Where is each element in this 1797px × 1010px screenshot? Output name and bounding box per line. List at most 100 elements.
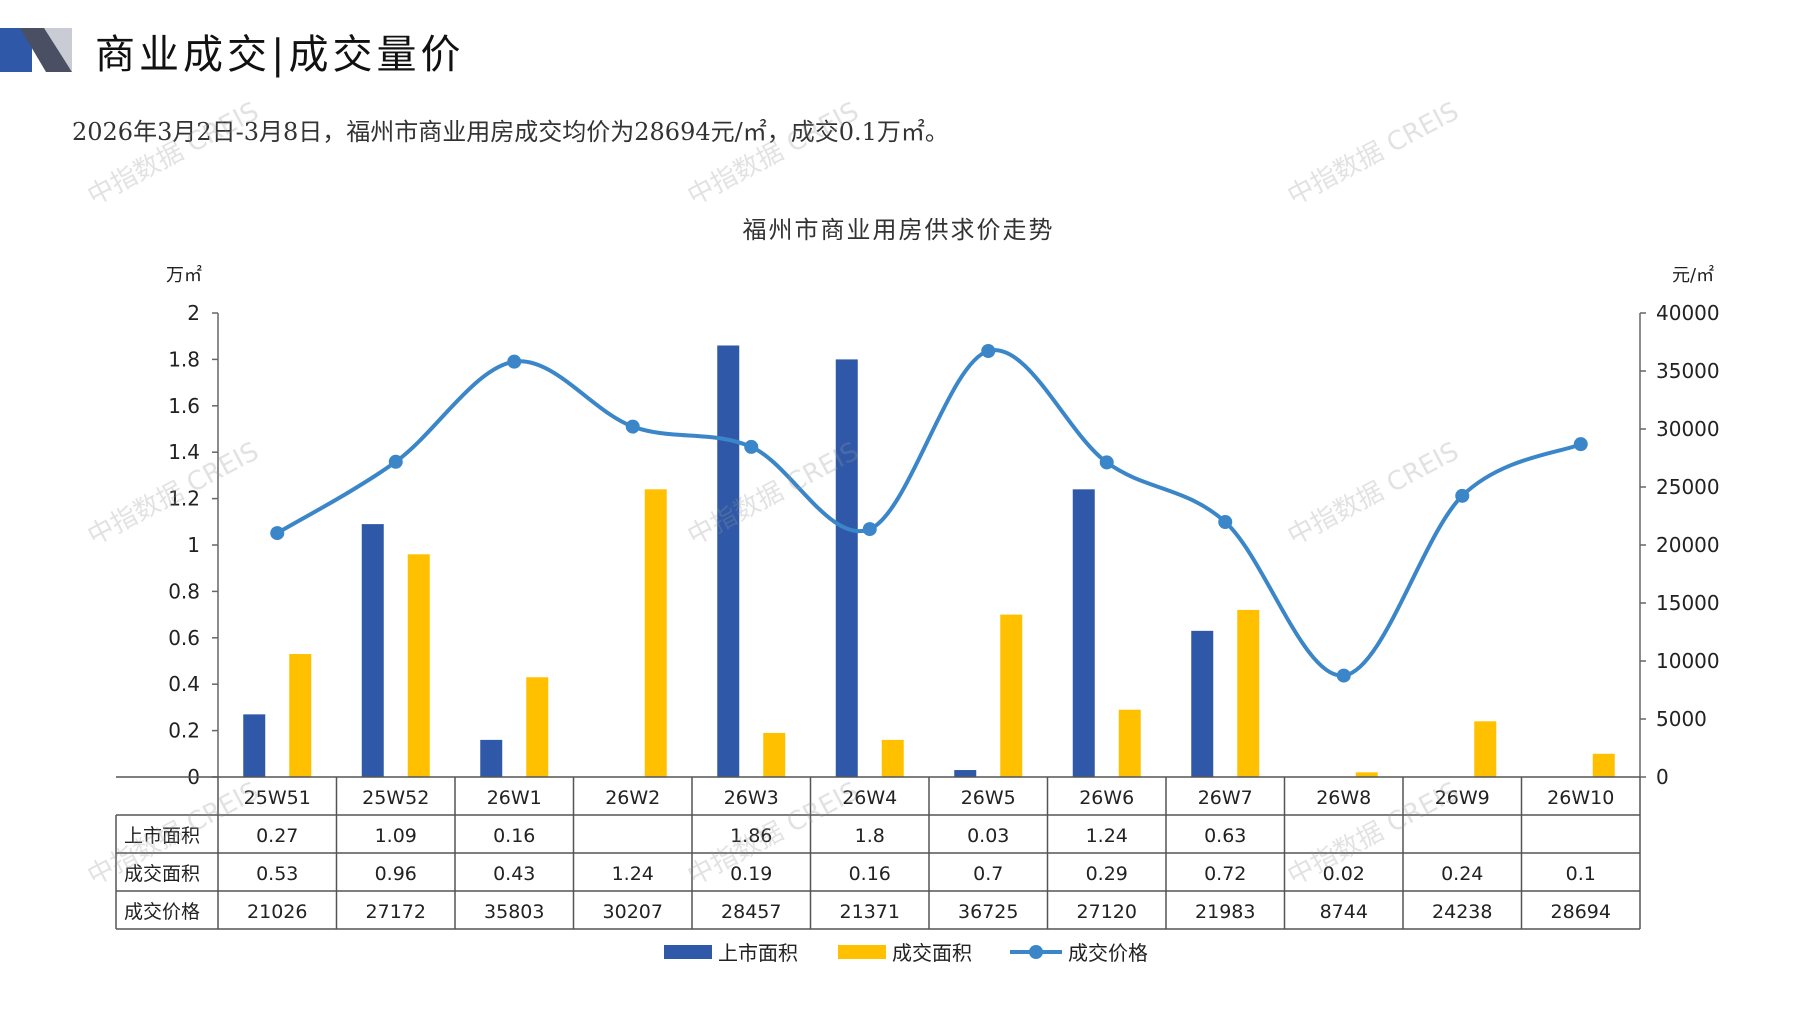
x-category-label: 26W9 xyxy=(1435,787,1490,809)
table-cell-value: 0.72 xyxy=(1204,863,1246,885)
table-cell-value: 27120 xyxy=(1077,901,1137,923)
line-point-deal-price xyxy=(981,343,996,358)
table-cell-value: 0.02 xyxy=(1323,863,1365,885)
y-right-tick-label: 35000 xyxy=(1656,359,1720,383)
y-right-tick-label: 15000 xyxy=(1656,591,1720,615)
x-category-label: 25W51 xyxy=(244,787,311,809)
y-right-tick-label: 20000 xyxy=(1656,533,1720,557)
table-cell-value: 24238 xyxy=(1432,901,1492,923)
y-right-tick-label: 25000 xyxy=(1656,475,1720,499)
y-left-tick-label: 1.2 xyxy=(168,487,200,511)
table-cell-value: 0.53 xyxy=(256,863,298,885)
line-point-deal-price xyxy=(1336,668,1351,683)
page-header: 商业成交|成交量价 xyxy=(0,20,700,80)
table-cell-value: 1.8 xyxy=(855,825,885,847)
x-category-label: 26W8 xyxy=(1316,787,1371,809)
x-category-label: 26W5 xyxy=(961,787,1016,809)
table-row-header: 成交面积 xyxy=(124,863,200,885)
table-cell-value: 0.24 xyxy=(1441,863,1483,885)
bar-listed-area xyxy=(954,770,977,777)
table-cell-value: 0.43 xyxy=(493,863,535,885)
y-right-tick-label: 30000 xyxy=(1656,417,1720,441)
table-cell-value: 0.16 xyxy=(493,825,535,847)
line-point-deal-price xyxy=(388,454,403,469)
bar-deal-area xyxy=(644,489,667,777)
table-cell-value: 27172 xyxy=(366,901,426,923)
bar-deal-area xyxy=(1000,614,1023,777)
y-left-tick-label: 2 xyxy=(187,301,200,325)
y-right-tick-label: 10000 xyxy=(1656,649,1720,673)
line-deal-price xyxy=(276,348,1582,678)
table-cell-value: 0.1 xyxy=(1566,863,1596,885)
x-category-label: 26W4 xyxy=(842,787,897,809)
y-left-tick-label: 1.6 xyxy=(168,394,200,418)
bar-listed-area xyxy=(717,345,740,777)
line-point-deal-price xyxy=(507,354,522,369)
table-cell-value: 28457 xyxy=(721,901,781,923)
bar-deal-area xyxy=(1118,709,1141,777)
y-left-tick-label: 0.2 xyxy=(168,719,200,743)
chart-title: 福州市商业用房供求价走势 xyxy=(742,216,1055,244)
page-title: 商业成交|成交量价 xyxy=(95,32,465,78)
table-cell-value: 30207 xyxy=(603,901,663,923)
bar-deal-area xyxy=(1474,721,1497,777)
line-point-deal-price xyxy=(1455,488,1470,503)
table-cell-value: 8744 xyxy=(1320,901,1368,923)
table-cell-value: 1.09 xyxy=(375,825,417,847)
line-point-deal-price xyxy=(625,419,640,434)
y-left-tick-label: 0.4 xyxy=(168,672,200,696)
summary-text: 2026年3月2日-3月8日，福州市商业用房成交均价为28694元/㎡，成交0.… xyxy=(72,118,949,146)
line-point-deal-price xyxy=(1573,437,1588,452)
x-category-label: 26W7 xyxy=(1198,787,1253,809)
bar-deal-area xyxy=(1237,609,1260,777)
y-left-unit: 万㎡ xyxy=(166,264,202,286)
y-right-tick-label: 40000 xyxy=(1656,301,1720,325)
line-point-deal-price xyxy=(744,439,759,454)
y-left-tick-label: 0.8 xyxy=(168,579,200,603)
table-cell-value: 36725 xyxy=(958,901,1018,923)
y-right-unit: 元/㎡ xyxy=(1672,264,1714,286)
table-cell-value: 0.27 xyxy=(256,825,298,847)
bar-deal-area xyxy=(1592,753,1615,777)
table-cell-value: 0.63 xyxy=(1204,825,1246,847)
brand-logo-icon xyxy=(0,28,72,72)
table-cell-value: 1.86 xyxy=(730,825,772,847)
legend-label-deal-area: 成交面积 xyxy=(892,941,972,965)
line-point-deal-price xyxy=(862,522,877,537)
bar-deal-area xyxy=(407,554,430,777)
y-left-tick-label: 1 xyxy=(187,533,200,557)
table-cell-value: 0.29 xyxy=(1086,863,1128,885)
table-cell-value: 21371 xyxy=(840,901,900,923)
table-cell-value: 0.16 xyxy=(849,863,891,885)
table-cell-value: 35803 xyxy=(484,901,544,923)
bar-listed-area xyxy=(1191,630,1214,777)
bar-deal-area xyxy=(289,654,312,777)
bar-deal-area xyxy=(763,732,786,777)
table-cell-value: 1.24 xyxy=(612,863,654,885)
table-cell-value: 28694 xyxy=(1551,901,1611,923)
table-cell-value: 1.24 xyxy=(1086,825,1128,847)
table-cell-value: 0.96 xyxy=(375,863,417,885)
bar-listed-area xyxy=(1072,489,1095,777)
bar-deal-area xyxy=(526,677,549,777)
line-point-deal-price xyxy=(270,526,285,541)
y-right-tick-label: 0 xyxy=(1656,765,1669,789)
x-category-label: 26W10 xyxy=(1547,787,1614,809)
bar-listed-area xyxy=(835,359,858,777)
table-cell-value: 0.7 xyxy=(973,863,1003,885)
x-category-label: 25W52 xyxy=(362,787,429,809)
table-cell-value: 0.19 xyxy=(730,863,772,885)
legend-marker-deal-price xyxy=(1029,945,1043,959)
y-right-tick-label: 5000 xyxy=(1656,707,1707,731)
table-cell-value: 0.03 xyxy=(967,825,1009,847)
table-row-header: 上市面积 xyxy=(124,825,200,847)
x-category-label: 26W6 xyxy=(1079,787,1134,809)
bar-listed-area xyxy=(480,739,503,777)
table-cell-value: 21026 xyxy=(247,901,307,923)
x-category-label: 26W3 xyxy=(724,787,779,809)
line-point-deal-price xyxy=(1099,455,1114,470)
x-category-label: 26W2 xyxy=(605,787,660,809)
bar-deal-area xyxy=(881,739,904,777)
table-row-header: 成交价格 xyxy=(124,901,200,923)
